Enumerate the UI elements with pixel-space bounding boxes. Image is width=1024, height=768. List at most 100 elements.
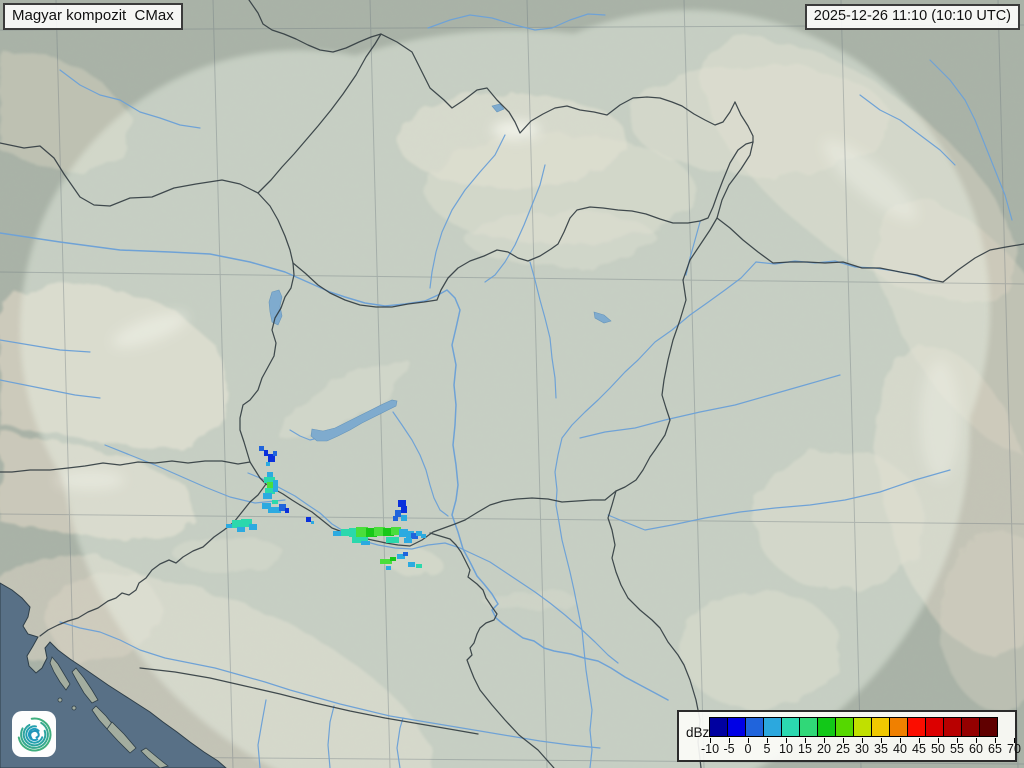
legend-color-cell: [835, 717, 854, 737]
legend-tick-mark: [938, 738, 939, 743]
radar-echo-cell: [232, 520, 242, 528]
adriatic-sea: [0, 582, 227, 768]
legend-tick-label: 25: [836, 742, 850, 756]
legend-tick-mark: [786, 738, 787, 743]
radar-echo-cell: [416, 564, 422, 568]
legend-tick-label: -10: [700, 742, 720, 756]
legend-tick-mark: [843, 738, 844, 743]
radar-echo-cell: [264, 477, 275, 483]
legend-tick-mark: [710, 738, 711, 743]
legend-color-cell: [799, 717, 818, 737]
radar-echo-cell: [399, 529, 408, 537]
legend-color-cell: [781, 717, 800, 737]
legend-tick-label: 10: [779, 742, 793, 756]
radar-echo-cell: [421, 534, 426, 538]
radar-echo-cell: [406, 531, 414, 538]
legend-tick-label: 50: [931, 742, 945, 756]
legend-color-cell: [961, 717, 980, 737]
legend-color-cell: [871, 717, 890, 737]
radar-echo-cell: [380, 559, 392, 564]
radar-echo-cell: [265, 488, 275, 494]
radar-echo-cell: [264, 450, 268, 456]
timestamp-box: 2025-12-26 11:10 (10:10 UTC): [804, 4, 1020, 31]
legend-tick-label: 65: [988, 742, 1002, 756]
radar-echo-cell: [366, 528, 377, 537]
legend-color-cell: [745, 717, 764, 737]
river-tisza: [554, 261, 757, 768]
legend-tick-label: 15: [798, 742, 812, 756]
legend-color-cell: [853, 717, 872, 737]
legend-color-cell: [709, 717, 728, 737]
radar-echo-cell: [374, 527, 385, 536]
legend-tick-label: 20: [817, 742, 831, 756]
radar-echo-cell: [272, 500, 278, 504]
radar-echo-cell: [273, 480, 278, 492]
radar-echo-cell: [279, 504, 286, 511]
legend-tick-mark: [748, 738, 749, 743]
legend-tick-mark: [767, 738, 768, 743]
legend-tick-mark: [824, 738, 825, 743]
radar-echo-cell: [361, 541, 370, 545]
radar-echo-cell: [401, 506, 407, 513]
radar-echo-cell: [268, 454, 275, 462]
radar-coverage-area: [20, 10, 990, 768]
radar-echo-layer: [226, 446, 426, 570]
legend-tick-label: 60: [969, 742, 983, 756]
lake-tisza: [593, 311, 612, 324]
legend-color-cell: [979, 717, 998, 737]
legend-tick-mark: [957, 738, 958, 743]
legend-tick-mark: [976, 738, 977, 743]
radar-echo-cell: [416, 531, 422, 536]
legend-tick-label: 40: [893, 742, 907, 756]
radar-echo-cell: [393, 516, 398, 521]
legend-tick-label: -5: [723, 742, 735, 756]
legend-tick-label: 30: [855, 742, 869, 756]
radar-echo-cell: [267, 482, 277, 488]
map-title-box: Magyar kompozit CMax: [3, 3, 183, 30]
legend-tick-mark: [805, 738, 806, 743]
legend-tick-mark: [995, 738, 996, 743]
legend-tick-mark: [881, 738, 882, 743]
croatian-islands: [49, 656, 169, 768]
legend-color-cell: [889, 717, 908, 737]
radar-echo-cell: [306, 517, 311, 522]
radar-echo-cell: [262, 503, 271, 509]
radar-echo-cell: [386, 566, 391, 570]
radar-echo-cell: [397, 554, 405, 559]
legend-tick-mark: [1014, 738, 1015, 743]
radar-echo-cell: [311, 521, 314, 524]
legend-tick-label: 55: [950, 742, 964, 756]
radar-echo-cell: [391, 527, 401, 535]
radar-echo-cell: [408, 562, 415, 567]
radar-echo-cell: [249, 524, 257, 530]
radar-echo-cell: [237, 527, 245, 532]
legend-tick-label: 0: [744, 742, 752, 756]
legend-tick-label: 45: [912, 742, 926, 756]
river-sava: [59, 621, 601, 749]
legend-unit-label: dBz: [686, 725, 710, 740]
legend-color-bar: [709, 717, 998, 737]
lake-balaton: [310, 399, 398, 442]
radar-echo-cell: [241, 519, 252, 527]
radar-echo-cell: [386, 537, 399, 543]
legend-color-cell: [817, 717, 836, 737]
radar-echo-cell: [383, 528, 394, 536]
legend-color-cell: [907, 717, 926, 737]
legend-tick-label: 70: [1007, 742, 1021, 756]
river-danube: [0, 232, 669, 701]
legend-color-cell: [925, 717, 944, 737]
radar-echo-cell: [403, 552, 408, 556]
radar-echo-cell: [356, 527, 368, 537]
radar-echo-cell: [266, 462, 270, 466]
legend-tick-mark: [729, 738, 730, 743]
radar-echo-cell: [352, 537, 368, 543]
radar-echo-cell: [267, 472, 273, 477]
radar-echo-cell: [333, 531, 343, 536]
legend-color-cell: [727, 717, 746, 737]
met-service-spiral-logo: [12, 711, 56, 757]
radar-echo-cell: [395, 510, 401, 517]
legend-tick-mark: [862, 738, 863, 743]
